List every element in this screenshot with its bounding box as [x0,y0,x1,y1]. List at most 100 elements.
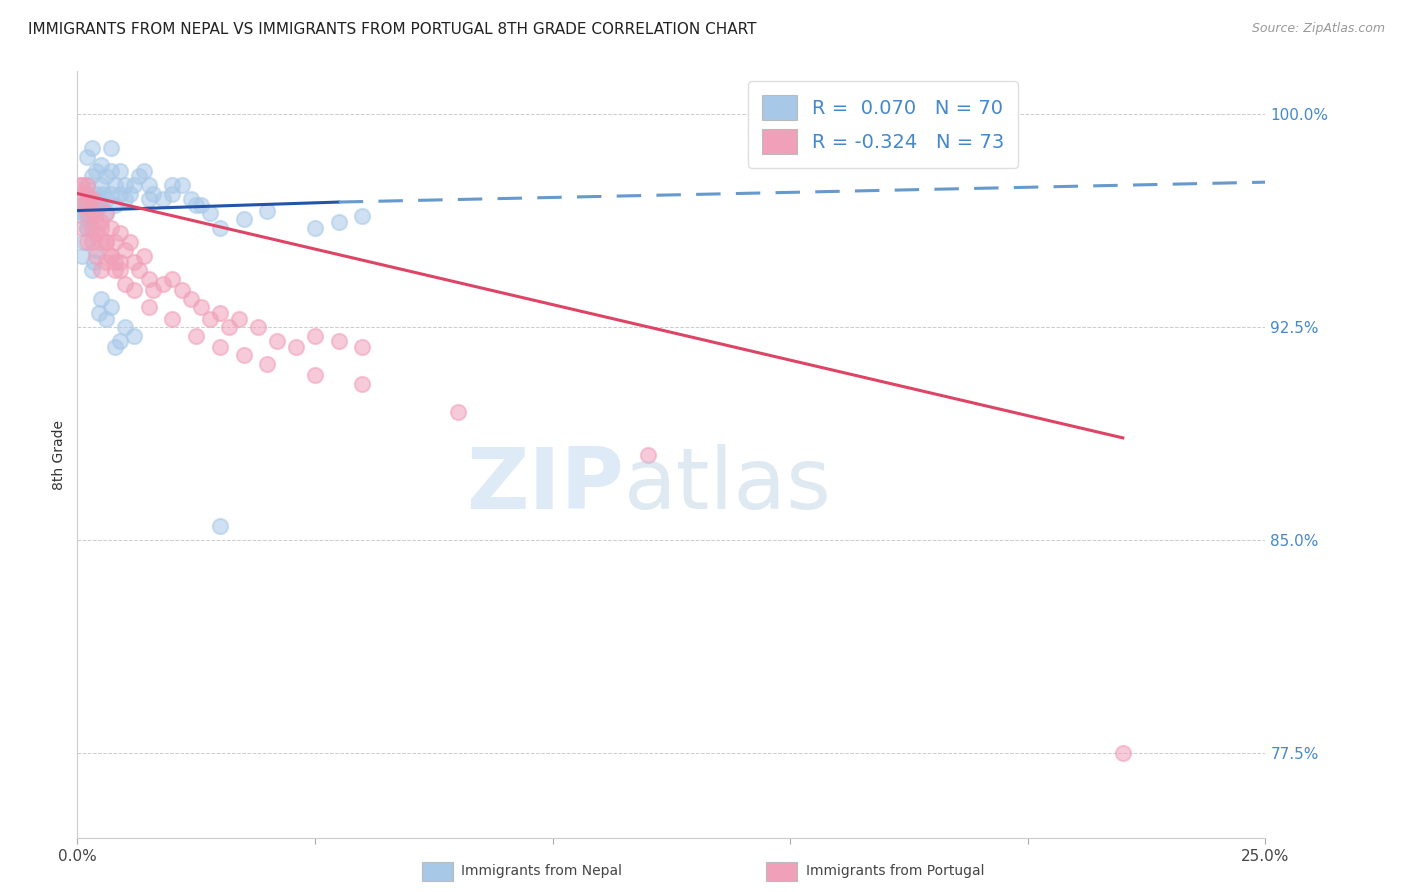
Point [83,198,105,212]
Point [104,340,127,354]
Point [124,283,146,297]
Point [186,198,208,212]
Point [138,192,160,206]
Point [80,141,103,155]
Point [94,311,117,326]
Point [94,206,117,220]
Point [70,249,93,263]
Point [86,163,108,178]
Point [352,340,374,354]
Point [138,300,160,314]
Point [69,178,91,192]
Legend: R =  0.070   N = 70, R = -0.324   N = 73: R = 0.070 N = 70, R = -0.324 N = 73 [748,81,1018,168]
Point [90,235,112,249]
Point [94,235,117,249]
Point [208,220,231,235]
Point [87,198,110,212]
Point [128,263,150,277]
Point [76,220,98,235]
Point [124,254,146,268]
Text: Source: ZipAtlas.com: Source: ZipAtlas.com [1251,22,1385,36]
Point [80,263,103,277]
Point [180,192,202,206]
Point [80,169,103,184]
Point [94,254,117,268]
Point [77,192,100,206]
Point [100,300,122,314]
Point [94,169,117,184]
Point [73,198,96,212]
Point [80,192,103,206]
Point [208,340,231,354]
Point [118,235,141,249]
Point [200,206,222,220]
Point [104,198,127,212]
Point [94,206,117,220]
Point [108,163,131,178]
Point [170,283,193,297]
Point [232,212,254,227]
Point [1112,746,1135,760]
Point [90,178,112,192]
Point [70,220,93,235]
Point [87,306,110,320]
Point [190,198,212,212]
Point [114,277,136,292]
Point [86,249,108,263]
Point [100,163,122,178]
Point [138,272,160,286]
Point [73,235,96,249]
Point [304,368,326,383]
Point [77,212,100,227]
Point [100,186,122,201]
Point [80,220,103,235]
Point [256,203,278,218]
Point [284,340,307,354]
Point [100,249,122,263]
Point [90,198,112,212]
Point [114,320,136,334]
Point [76,178,98,192]
Text: IMMIGRANTS FROM NEPAL VS IMMIGRANTS FROM PORTUGAL 8TH GRADE CORRELATION CHART: IMMIGRANTS FROM NEPAL VS IMMIGRANTS FROM… [28,22,756,37]
Point [162,311,184,326]
Point [90,292,112,306]
Point [152,192,174,206]
Point [90,263,112,277]
Point [100,249,122,263]
Point [186,328,208,343]
Point [232,349,254,363]
Point [114,192,136,206]
Point [90,158,112,172]
Point [352,209,374,223]
Point [80,192,103,206]
Y-axis label: 8th Grade: 8th Grade [52,420,66,490]
Point [83,254,105,268]
Point [104,254,127,268]
Point [304,220,326,235]
Point [124,328,146,343]
Point [328,215,350,229]
Point [266,334,288,349]
Point [132,163,155,178]
Point [180,292,202,306]
Point [108,254,131,268]
Point [208,306,231,320]
Point [80,206,103,220]
Point [76,186,98,201]
Point [142,186,165,201]
Point [104,263,127,277]
Point [352,376,374,391]
Point [87,192,110,206]
Point [118,186,141,201]
Point [128,169,150,184]
Point [86,215,108,229]
Point [108,227,131,241]
Point [218,320,240,334]
Point [100,220,122,235]
Point [246,320,269,334]
Point [76,178,98,192]
Point [70,198,93,212]
Point [100,141,122,155]
Point [93,186,115,201]
Point [208,519,231,533]
